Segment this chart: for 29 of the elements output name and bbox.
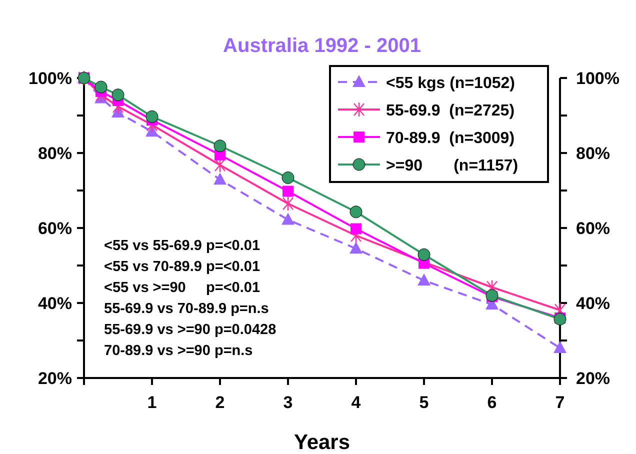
legend-label: >=90 (n=1157) [386,158,518,174]
y-tick-label: 80% [38,144,72,163]
x-tick-label: 6 [487,393,497,412]
chart-title: Australia 1992 - 2001 [223,35,421,57]
legend-label: 70-89.9 (n=3009) [386,130,515,147]
legend-label: <55 kgs (n=1052) [386,75,515,92]
annotation: <55 vs 55-69.9 p=<0.01 [104,238,260,254]
y2-tick-label: 20% [576,369,610,388]
y-tick-label: 40% [38,294,72,313]
annotation: <55 vs >=90 p=<0.01 [104,280,260,296]
x-tick-label: 1 [147,393,157,412]
x-tick-label: 4 [351,393,362,412]
y2-tick-label: 60% [576,219,610,238]
x-tick-label: 7 [555,393,565,412]
x-tick-label: 2 [215,393,225,412]
y2-tick-label: 80% [576,144,610,163]
legend-label: 55-69.9 (n=2725) [386,102,515,120]
annotation: 70-89.9 vs >=90 p=n.s [104,343,253,359]
y-tick-label: 100% [28,69,72,88]
x-axis-title: Years [294,431,350,454]
y-tick-label: 60% [38,219,72,238]
x-tick-label: 5 [419,393,429,412]
annotation: <55 vs 70-89.9 p=<0.01 [104,259,260,275]
y2-tick-label: 40% [576,294,610,313]
y-tick-label: 20% [38,369,72,388]
y2-tick-label: 100% [576,69,620,88]
x-tick-label: 3 [283,393,293,412]
annotation: 55-69.9 vs 70-89.9 p=n.s [104,301,269,317]
annotation: 55-69.9 vs >=90 p=0.0428 [104,322,276,338]
